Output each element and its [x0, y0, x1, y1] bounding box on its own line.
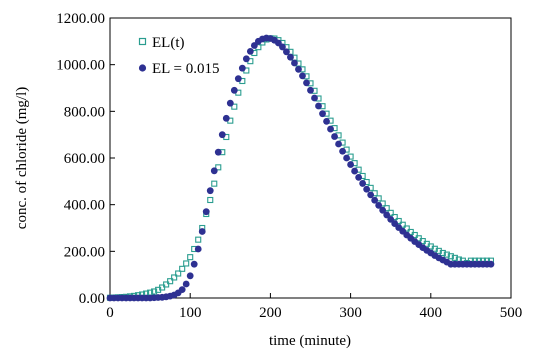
x-axis-label: time (minute) — [269, 333, 351, 349]
data-point-el-015 — [327, 125, 334, 133]
data-point-el-t — [151, 288, 158, 295]
data-point-el-015 — [319, 110, 326, 118]
series-1 — [106, 34, 495, 302]
data-point-el-015 — [343, 154, 350, 162]
data-point-el-015 — [383, 211, 391, 219]
data-point-el-015 — [487, 260, 495, 268]
x-tick-label: 0 — [106, 305, 114, 321]
data-point-el-015 — [210, 167, 218, 175]
series-layer — [106, 34, 495, 302]
data-point-el-t — [439, 249, 446, 257]
data-point-el-015 — [359, 180, 367, 187]
data-point-el-015 — [291, 59, 298, 67]
data-point-el-015 — [222, 114, 230, 122]
data-point-el-t — [163, 281, 170, 288]
data-point-el-015 — [335, 140, 342, 148]
data-point-el-015 — [250, 42, 258, 49]
data-point-el-t — [443, 251, 450, 258]
data-point-el-015 — [287, 53, 294, 61]
x-tick-label: 100 — [179, 305, 202, 321]
data-point-el-t — [167, 278, 174, 285]
data-point-el-015 — [351, 167, 359, 175]
data-point-el-015 — [347, 161, 354, 168]
data-point-el-015 — [182, 280, 190, 288]
x-tick-label: 200 — [259, 305, 282, 321]
y-tick-label: 200.00 — [64, 244, 105, 260]
y-tick-label: 0.00 — [79, 291, 105, 307]
data-point-el-015 — [311, 94, 318, 102]
x-tick-label: 300 — [339, 305, 362, 321]
data-point-el-015 — [367, 191, 375, 199]
data-point-el-015 — [279, 43, 286, 51]
y-tick-label: 1200.00 — [56, 11, 105, 27]
x-tick-label: 400 — [420, 305, 443, 321]
data-point-el-015 — [299, 72, 306, 80]
x-axis-ticks: 0 100 200 300 400 500 — [106, 293, 522, 321]
x-tick-label: 500 — [500, 305, 523, 321]
plot-frame — [109, 17, 512, 299]
legend-label-el-t: EL(t) — [152, 35, 184, 51]
legend-label-el-015: EL = 0.015 — [152, 61, 219, 77]
data-point-el-t — [187, 254, 194, 261]
y-tick-label: 400.00 — [64, 198, 105, 214]
data-point-el-015 — [234, 75, 242, 83]
data-point-el-015 — [295, 65, 302, 73]
data-point-el-015 — [355, 173, 363, 181]
data-point-el-t — [179, 265, 186, 272]
data-point-el-t — [451, 254, 458, 261]
legend-marker-el-015 — [138, 64, 147, 72]
data-point-el-t — [207, 196, 214, 204]
data-point-el-015 — [339, 147, 346, 155]
data-point-el-015 — [190, 260, 198, 268]
data-point-el-t — [171, 274, 178, 281]
data-point-el-015 — [379, 206, 387, 214]
data-point-el-015 — [214, 148, 222, 156]
data-point-el-015 — [246, 47, 254, 55]
y-axis-ticks: 0.00 200.00 400.00 600.00 800.00 1000.00 1200.… — [56, 11, 115, 307]
data-point-el-015 — [230, 86, 238, 94]
data-point-el-015 — [218, 131, 226, 139]
data-point-el-015 — [198, 228, 206, 235]
data-point-el-015 — [323, 117, 330, 125]
data-point-el-t — [231, 103, 238, 110]
data-point-el-015 — [194, 245, 202, 253]
data-point-el-015 — [206, 187, 214, 195]
data-point-el-015 — [375, 201, 383, 209]
data-point-el-015 — [283, 48, 290, 56]
data-point-el-015 — [315, 102, 322, 110]
legend-marker-el-t — [138, 37, 147, 46]
y-axis-label: conc. of chloride (mg/l) — [14, 87, 30, 229]
data-point-el-015 — [242, 55, 250, 63]
data-point-el-t — [183, 260, 190, 267]
data-point-el-015 — [387, 215, 395, 223]
data-point-el-015 — [371, 196, 379, 204]
data-point-el-015 — [226, 99, 234, 107]
data-point-el-015 — [363, 185, 371, 193]
data-point-el-015 — [303, 79, 310, 87]
data-point-el-015 — [307, 86, 314, 94]
data-point-el-015 — [178, 286, 186, 293]
data-point-el-t — [175, 270, 182, 277]
data-point-el-t — [447, 253, 454, 260]
data-point-el-t — [195, 236, 202, 243]
data-point-el-015 — [186, 272, 194, 280]
y-tick-label: 800.00 — [64, 104, 105, 120]
data-point-el-t — [211, 180, 218, 187]
data-point-el-t — [215, 164, 222, 171]
y-tick-label: 1000.00 — [56, 58, 105, 74]
data-point-el-015 — [202, 208, 210, 216]
data-point-el-t — [411, 231, 418, 239]
data-point-el-015 — [238, 64, 246, 72]
legend: EL(t) EL = 0.015 — [138, 35, 219, 77]
y-tick-label: 600.00 — [64, 151, 105, 167]
data-point-el-015 — [331, 133, 338, 140]
